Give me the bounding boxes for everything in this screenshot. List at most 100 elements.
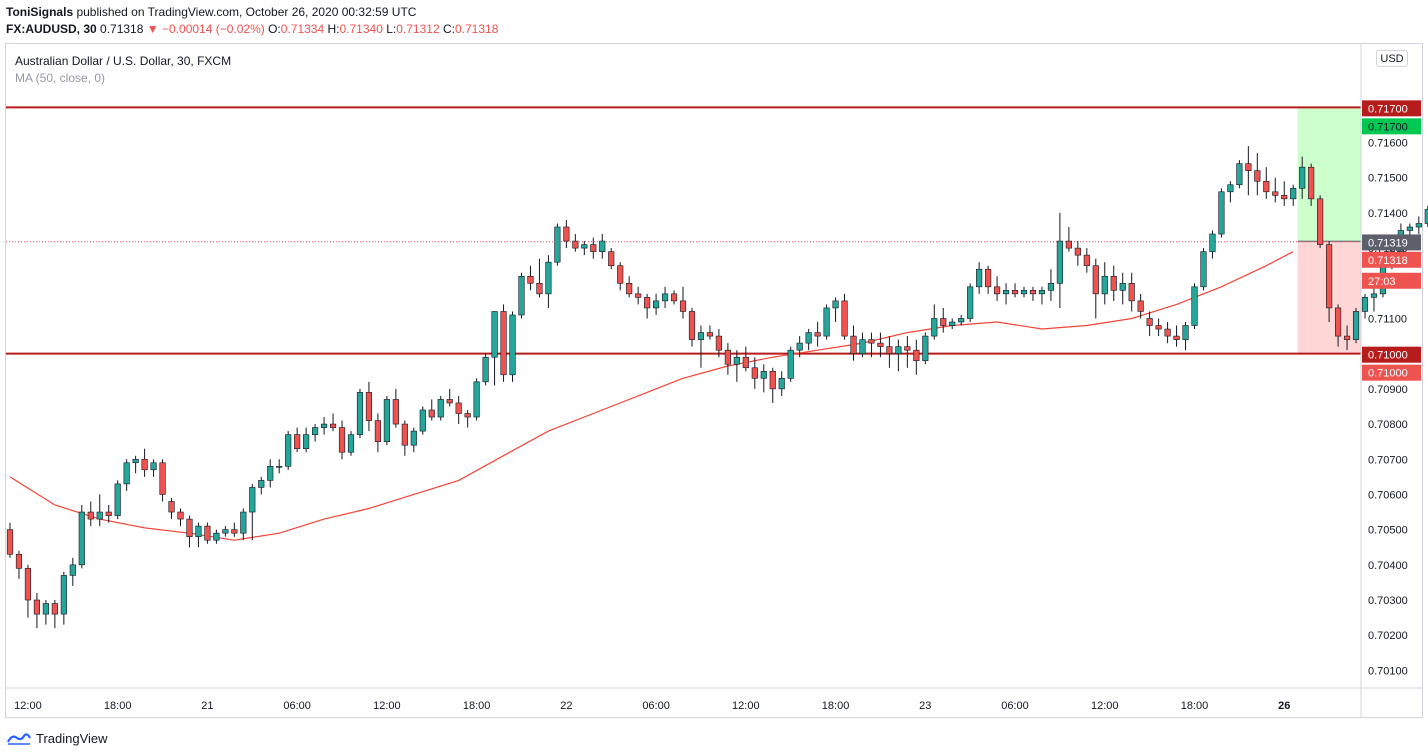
candle-body [590,244,597,252]
candle [1029,286,1037,301]
candle-body [626,283,633,295]
y-tick-label: 0.71500 [1368,173,1408,185]
candle [338,420,346,460]
candle [1074,241,1081,266]
candle [877,332,884,358]
candle-body [922,335,929,362]
candle [1173,325,1180,347]
candle [967,283,974,323]
candle [653,293,660,315]
candle [276,459,283,474]
candle [536,258,543,298]
candle-body [697,332,705,340]
candle-body [715,335,722,351]
candle-body [87,511,94,520]
candle [1155,318,1162,337]
candle-body [1218,191,1225,235]
y-tick-label: 0.71100 [1368,313,1407,325]
candle-body [365,392,373,421]
target-label-text: 0.71700 [1368,121,1408,133]
candle [249,483,256,541]
candle [751,357,758,389]
candle-body [6,529,14,555]
level-label-top-text: 0.71700 [1368,103,1408,115]
candle [87,501,94,527]
candle-body [751,367,758,379]
candle-body [787,349,794,379]
candle [446,388,453,407]
candle [356,388,364,439]
candle-body [312,427,319,435]
candle [24,564,32,618]
candle-body [967,286,974,319]
candle [1281,181,1288,206]
candle-body [1272,191,1279,196]
candle [1317,195,1324,249]
candle [1415,216,1422,235]
candle-body [670,293,678,302]
candle-body [742,356,749,369]
candle [985,265,992,294]
candle-body [1281,195,1288,200]
candle-body [356,392,364,435]
x-tick-label: 26 [1278,700,1290,712]
candle [554,223,561,266]
y-tick-label: 0.70200 [1368,630,1408,642]
candle [1218,188,1225,238]
target-label-box [1362,118,1421,135]
candle [661,286,669,308]
candle [347,431,355,456]
candle-body [1173,335,1180,340]
y-tick-label: 0.70900 [1368,384,1408,396]
candle [500,304,507,382]
candle-body [1308,166,1315,200]
candle [132,455,139,474]
candle-body [1370,293,1378,298]
candle-body [168,501,175,513]
countdown-label: 27:03 [1362,272,1421,289]
candle [832,297,839,323]
candle [258,476,265,495]
candle [482,353,489,386]
low-label: L: [386,22,397,36]
candle-body [60,575,67,615]
candle-body [1065,240,1072,249]
candle [150,459,157,477]
candle-body [482,356,489,383]
ma-legend[interactable]: MA (50, close, 0) [15,71,106,85]
candle-body [509,314,516,376]
candle-body [1056,240,1063,284]
candle [913,339,920,375]
candle-body [42,603,49,615]
candle [509,311,516,382]
candle-body [895,346,902,354]
tradingview-footer[interactable]: TradingView [6,728,108,748]
candle [464,409,471,428]
target-label: 0.71700 [1362,118,1421,135]
candle-body [96,511,103,520]
candle [733,350,740,382]
candle-body [320,423,328,428]
candle-body [1146,318,1153,326]
candle [949,318,956,330]
candle-body [186,518,193,537]
candle [410,427,417,453]
stop-label: 0.71000 [1362,364,1421,381]
author-name[interactable]: ToniSignals [6,5,74,19]
candle [123,459,130,491]
candle [320,417,328,435]
y-tick-label: 0.71600 [1368,138,1408,150]
countdown-label-text: 27:03 [1368,276,1396,288]
x-tick-label: 21 [201,700,213,712]
candle-body [1155,325,1162,330]
candle [213,529,220,544]
candle [1137,293,1144,319]
currency-button[interactable]: USD [1376,50,1408,67]
candle [1236,160,1243,189]
candle [1343,325,1351,351]
candle-body [222,529,229,534]
candle [401,420,408,456]
candle [1164,322,1171,344]
x-tick-label: 23 [919,700,931,712]
